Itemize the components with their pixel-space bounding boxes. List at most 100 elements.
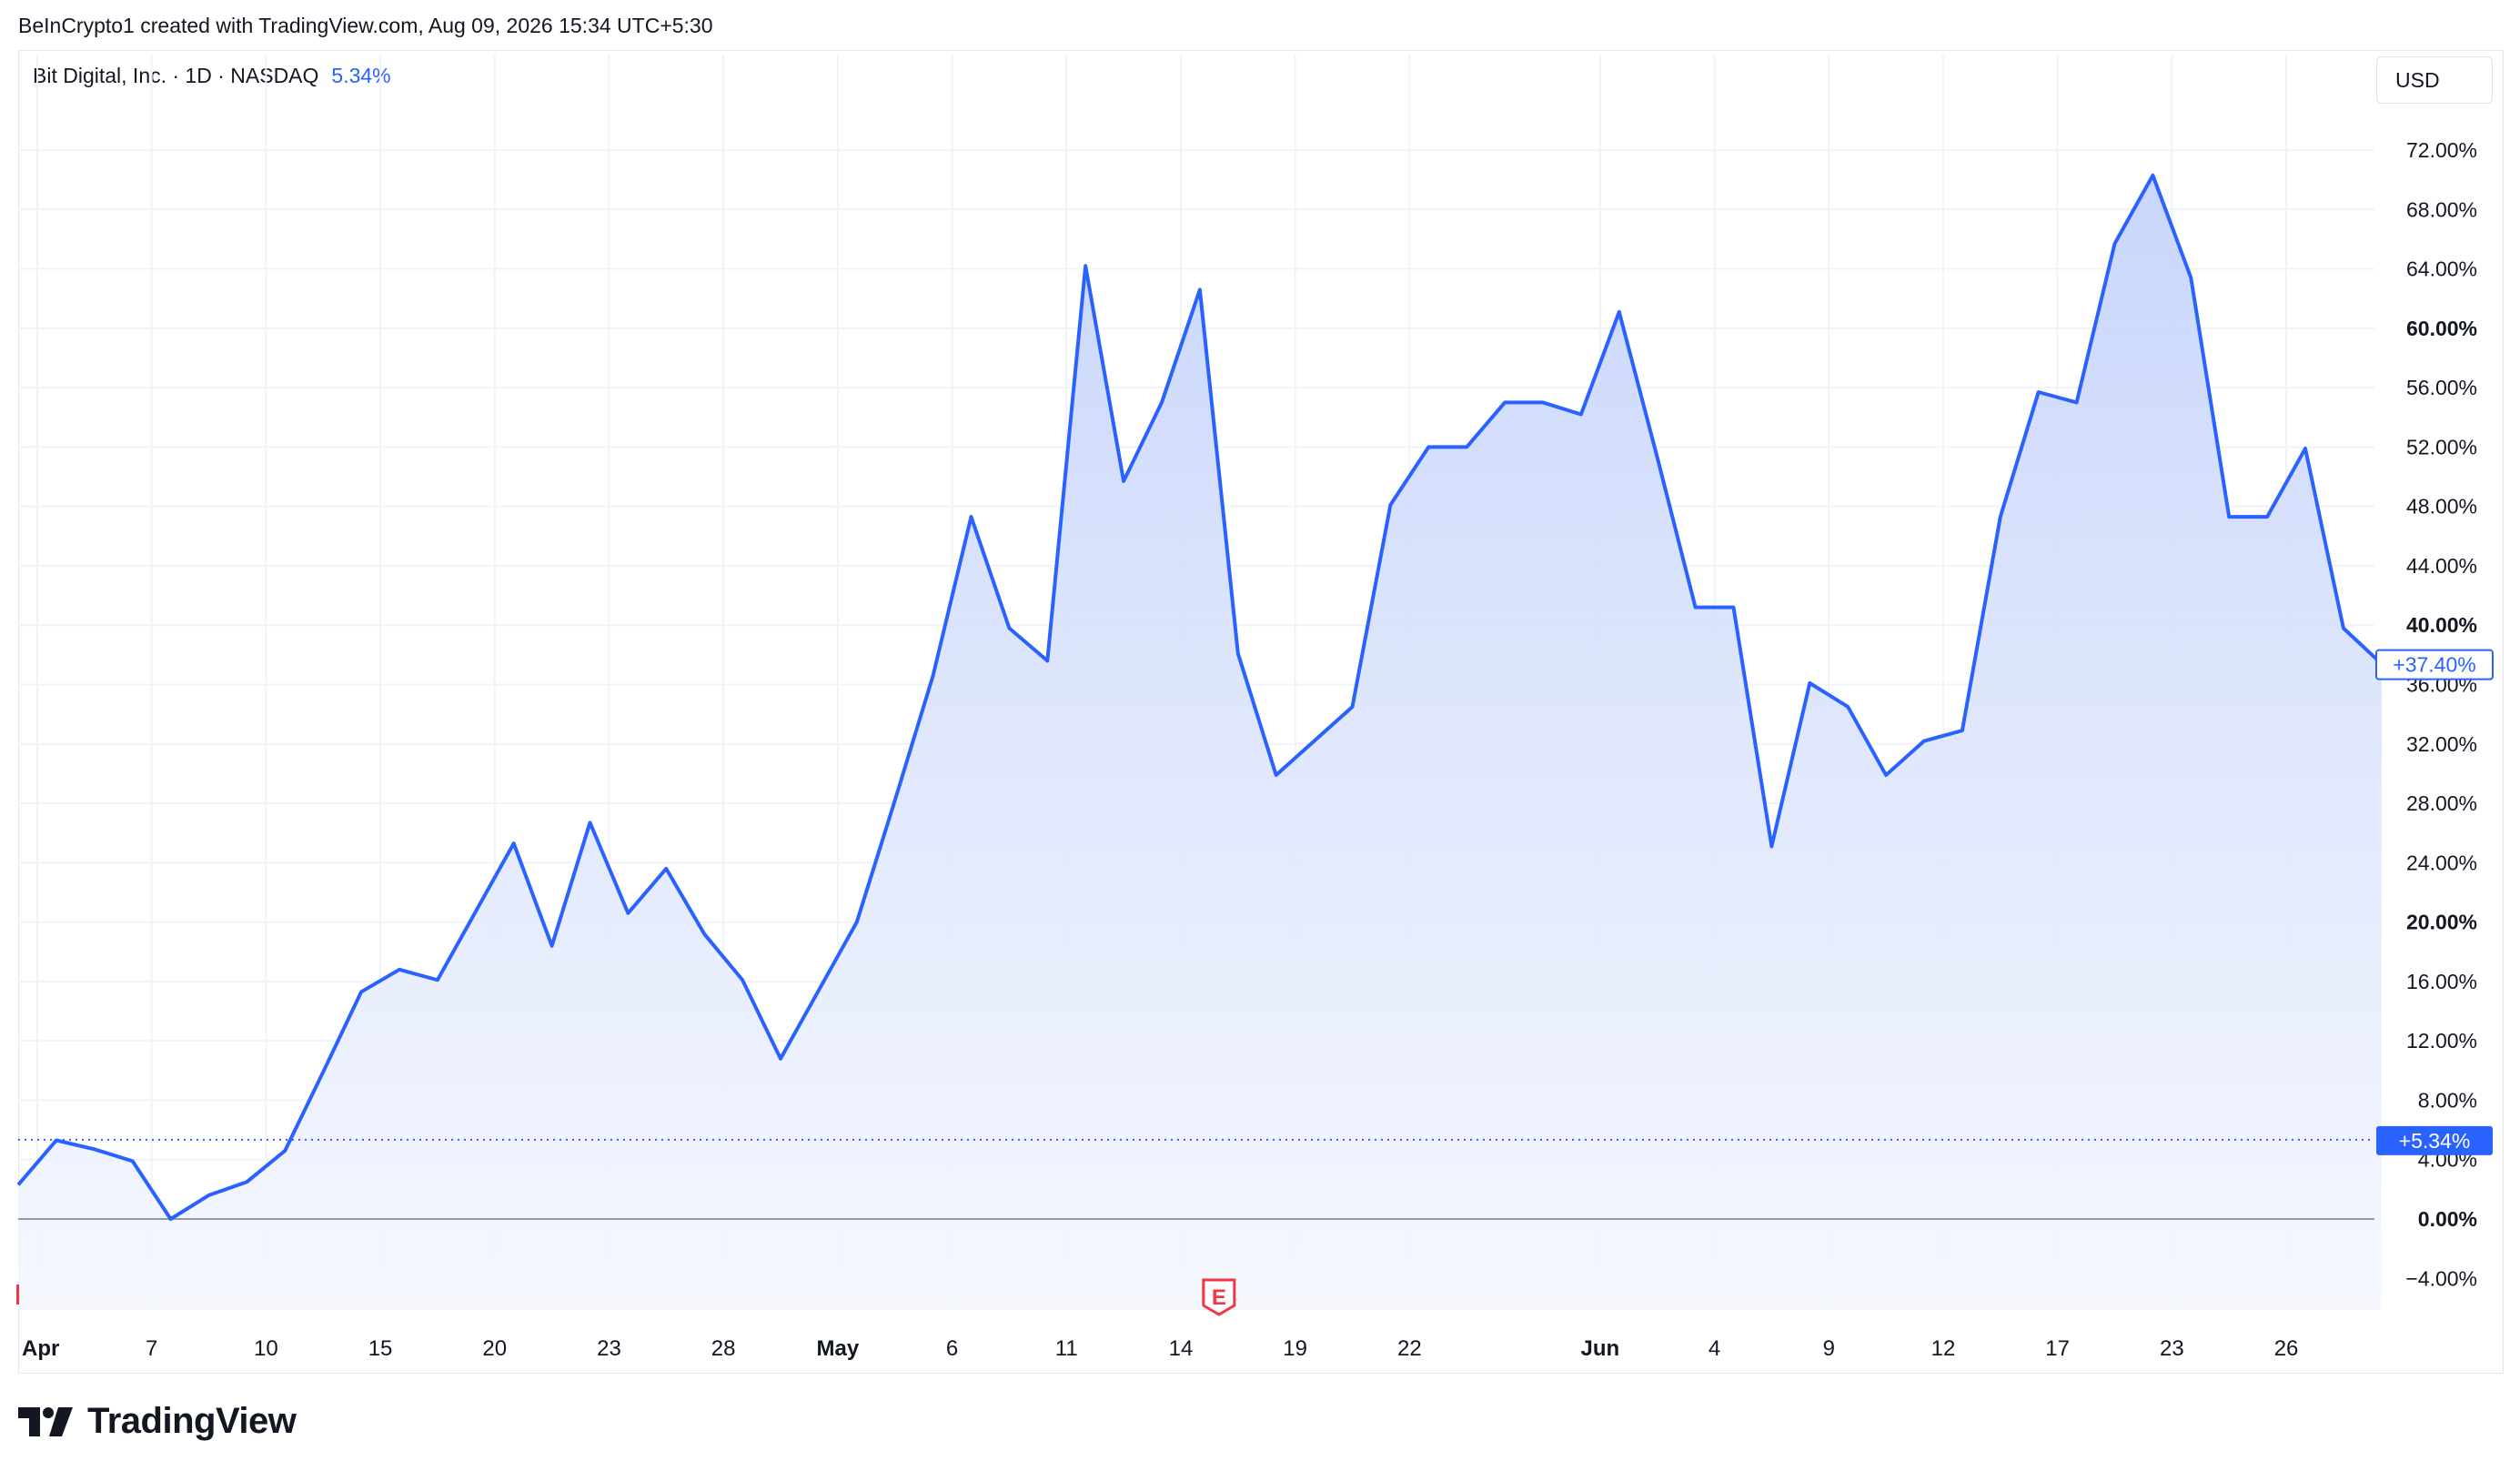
data-point[interactable] (1880, 770, 1891, 781)
data-point[interactable] (1614, 307, 1625, 317)
data-point[interactable] (1461, 441, 1472, 452)
data-point[interactable] (2071, 397, 2082, 408)
data-point[interactable] (1729, 602, 1739, 613)
data-point[interactable] (852, 917, 862, 928)
data-point[interactable] (1156, 397, 1167, 408)
x-tick-label: 20 (482, 1336, 507, 1361)
data-point[interactable] (13, 1179, 24, 1190)
x-tick-label: 23 (597, 1336, 621, 1361)
symbol-title: Bit Digital, Inc. · 1D · NASDAQ (33, 64, 319, 87)
data-point[interactable] (432, 974, 443, 985)
data-point[interactable] (585, 817, 596, 828)
x-tick-label: 14 (1169, 1336, 1194, 1361)
y-tick-label: 32.00% (2406, 732, 2477, 756)
data-point[interactable] (2300, 443, 2311, 454)
data-point[interactable] (547, 941, 558, 952)
x-tick-label: 15 (368, 1336, 393, 1361)
x-tick-label: 26 (2274, 1336, 2299, 1361)
reference-value-label: +5.34% (2399, 1129, 2471, 1153)
y-tick-label: 8.00% (2418, 1088, 2477, 1112)
last-value-box (2375, 649, 2494, 680)
data-point[interactable] (890, 795, 901, 806)
data-point[interactable] (1690, 602, 1701, 613)
y-tick-label: 24.00% (2406, 851, 2477, 874)
data-point[interactable] (2185, 272, 2196, 283)
data-point[interactable] (1957, 725, 1968, 736)
data-point[interactable] (204, 1190, 215, 1201)
data-point[interactable] (813, 985, 824, 996)
earnings-marker[interactable] (1202, 1278, 1236, 1316)
data-point[interactable] (2147, 170, 2158, 181)
data-point[interactable] (279, 1145, 290, 1156)
data-point[interactable] (127, 1155, 138, 1166)
x-tick-label: 28 (711, 1336, 736, 1361)
data-point[interactable] (241, 1176, 252, 1187)
y-tick-label: 44.00% (2406, 554, 2477, 578)
tradingview-logo-icon (18, 1406, 73, 1436)
data-point[interactable] (622, 908, 633, 919)
data-point[interactable] (1309, 736, 1320, 747)
y-tick-label: 16.00% (2406, 970, 2477, 993)
data-point[interactable] (2223, 511, 2234, 522)
data-point[interactable] (1347, 701, 1358, 712)
data-point[interactable] (1385, 499, 1396, 510)
data-point[interactable] (166, 1214, 176, 1224)
data-point[interactable] (1118, 476, 1129, 487)
y-tick-label: 56.00% (2406, 376, 2477, 399)
y-tick-label: 52.00% (2406, 435, 2477, 458)
x-tick-label: 10 (254, 1336, 278, 1361)
y-tick-label: −4.00% (2405, 1266, 2477, 1290)
x-tick-label: 17 (2045, 1336, 2070, 1361)
y-tick-label: 68.00% (2406, 197, 2477, 221)
data-point[interactable] (1233, 648, 1244, 659)
data-point[interactable] (1919, 736, 1930, 747)
data-point[interactable] (89, 1143, 100, 1154)
currency-button[interactable]: USD (2376, 56, 2493, 104)
y-tick-label: 48.00% (2406, 495, 2477, 519)
data-point[interactable] (737, 974, 748, 985)
x-tick-label: 22 (1397, 1336, 1422, 1361)
data-point[interactable] (51, 1135, 62, 1146)
x-tick-label: 4 (1709, 1336, 1720, 1361)
tradingview-logo[interactable]: TradingView (18, 1401, 297, 1442)
y-tick-label: 0.00% (2418, 1207, 2477, 1231)
data-point[interactable] (1842, 701, 1853, 712)
data-point[interactable] (699, 929, 710, 940)
x-tick-label: Jun (1581, 1336, 1620, 1361)
data-point[interactable] (318, 1066, 328, 1077)
data-point[interactable] (1042, 655, 1053, 666)
data-point[interactable] (966, 511, 977, 522)
data-point[interactable] (1766, 841, 1777, 851)
y-tick-label: 40.00% (2406, 613, 2477, 637)
data-point[interactable] (509, 838, 519, 849)
data-point[interactable] (2262, 511, 2273, 522)
x-tick-label: 9 (1823, 1336, 1835, 1361)
data-point[interactable] (1537, 397, 1548, 408)
y-tick-label: 60.00% (2406, 317, 2477, 340)
data-point[interactable] (775, 1053, 786, 1064)
data-point[interactable] (1080, 260, 1091, 271)
data-point[interactable] (1423, 441, 1434, 452)
event-flag-edge (16, 1285, 19, 1305)
data-point[interactable] (2110, 238, 2121, 249)
data-point[interactable] (1995, 511, 2006, 522)
data-point[interactable] (1576, 408, 1587, 419)
data-point[interactable] (394, 964, 405, 975)
data-point[interactable] (1194, 284, 1205, 295)
data-point[interactable] (1652, 452, 1663, 463)
x-tick-label: Apr (22, 1336, 59, 1361)
data-point[interactable] (660, 863, 671, 874)
series-line[interactable] (16, 173, 2384, 1221)
data-point[interactable] (1271, 770, 1282, 781)
x-tick-label: 6 (946, 1336, 958, 1361)
data-point[interactable] (1003, 622, 1014, 633)
data-point[interactable] (2338, 622, 2349, 633)
data-point[interactable] (470, 906, 481, 917)
data-point[interactable] (356, 986, 367, 997)
data-point[interactable] (2033, 387, 2044, 398)
data-point[interactable] (928, 670, 939, 681)
data-point[interactable] (1804, 678, 1815, 689)
data-point[interactable] (1499, 397, 1510, 408)
y-tick-label: 72.00% (2406, 138, 2477, 162)
